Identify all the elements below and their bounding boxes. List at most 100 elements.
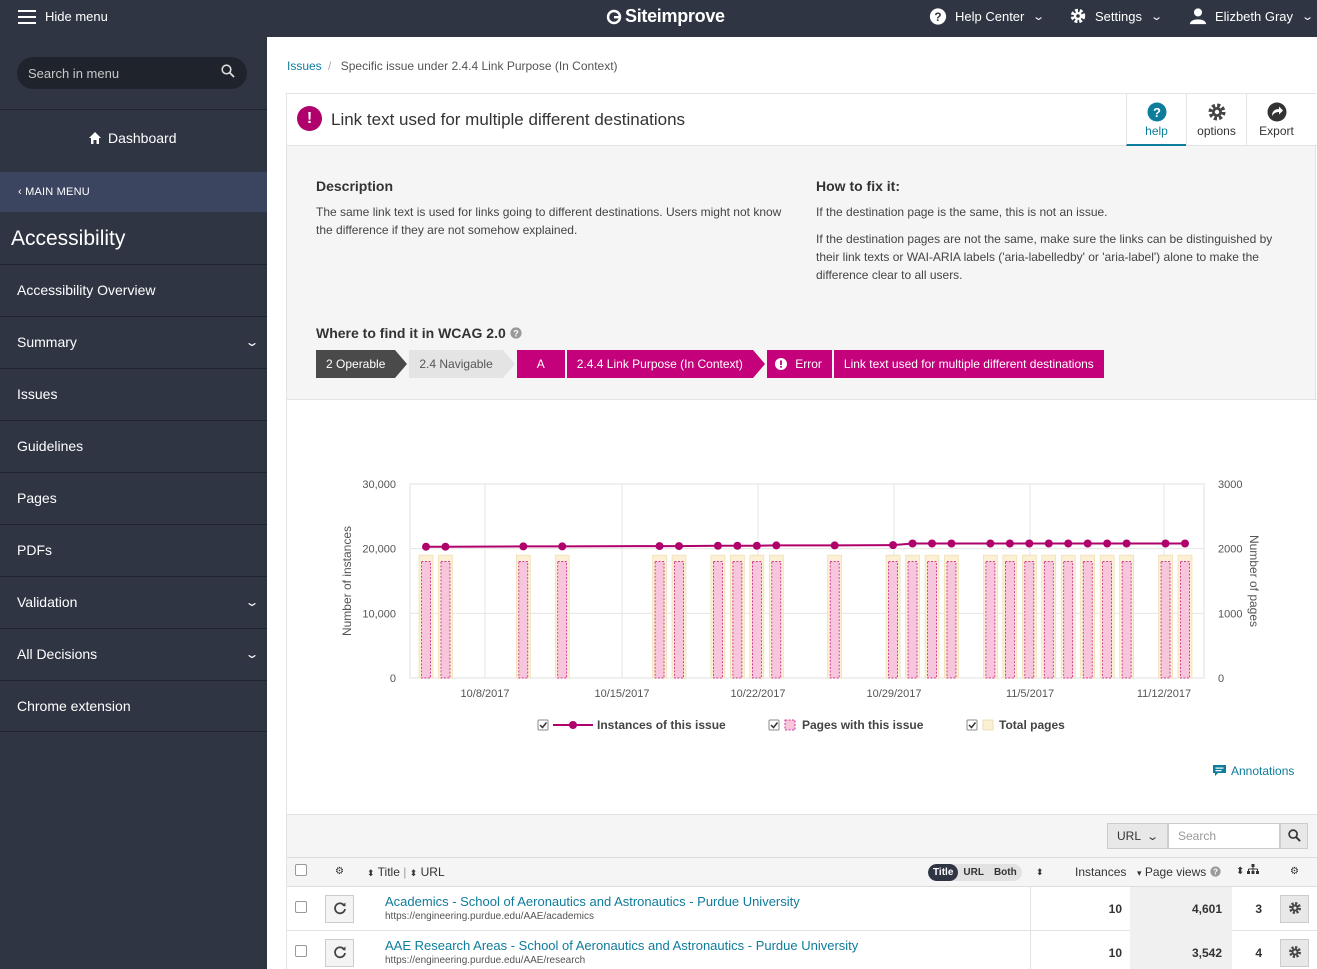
user-menu[interactable]: Elizbeth Gray ⌄ bbox=[1189, 7, 1315, 25]
table-header: ⚙ ⬍ Title | ⬍ URL Title URL Both ⬍ Insta… bbox=[287, 857, 1317, 887]
page-views-value: 4,601 bbox=[1191, 902, 1222, 916]
row-options-button[interactable] bbox=[1280, 939, 1309, 967]
sidebar-item-pdfs[interactable]: PDFs bbox=[0, 524, 267, 576]
table-row[interactable]: AAE Research Areas - School of Aeronauti… bbox=[287, 931, 1317, 969]
instances-column-header[interactable]: Instances bbox=[1075, 865, 1127, 879]
wcag-guideline[interactable]: 2.4 Navigable bbox=[409, 350, 516, 378]
sidebar-item-label: All Decisions bbox=[17, 646, 98, 662]
chevron-down-icon: ⌄ bbox=[1301, 10, 1315, 23]
page-title-link[interactable]: AAE Research Areas - School of Aeronauti… bbox=[385, 938, 859, 953]
wcag-breadcrumb: 2 Operable 2.4 Navigable A 2.4.4 Link Pu… bbox=[316, 350, 1118, 378]
page-views-column-header[interactable]: ▾ Page views ? bbox=[1137, 858, 1221, 886]
sitemap-icon bbox=[1247, 864, 1260, 874]
help-button[interactable]: ? help bbox=[1126, 94, 1186, 146]
x-tick-label: 10/22/2017 bbox=[730, 688, 785, 700]
sidebar-item-validation[interactable]: Validation ⌄ bbox=[0, 576, 267, 628]
level-value: 3 bbox=[1255, 902, 1262, 916]
url-header: URL bbox=[420, 865, 445, 879]
legend-pages-swatch bbox=[784, 719, 796, 731]
search-field-select[interactable]: URL ⌄ bbox=[1107, 823, 1168, 849]
toggle-title[interactable]: Title bbox=[928, 864, 959, 881]
sidebar-item-all-decisions[interactable]: All Decisions ⌄ bbox=[0, 628, 267, 680]
row-checkbox[interactable] bbox=[295, 945, 307, 960]
siteimprove-logo[interactable]: Siteimprove bbox=[606, 6, 725, 27]
table-row[interactable]: Academics - School of Aeronautics and As… bbox=[287, 887, 1317, 931]
instances-point bbox=[908, 539, 917, 548]
sidebar-item-chrome-extension[interactable]: Chrome extension bbox=[0, 680, 267, 732]
page-url: https://engineering.purdue.edu/AAE/acade… bbox=[385, 911, 595, 922]
refresh-icon bbox=[333, 902, 346, 915]
table-search-button[interactable] bbox=[1280, 823, 1308, 849]
title-url-toggle[interactable]: Title URL Both bbox=[928, 864, 1022, 881]
refresh-icon bbox=[333, 946, 346, 959]
instances-value: 10 bbox=[1108, 902, 1122, 916]
logo-icon bbox=[606, 9, 622, 24]
share-arrow-icon bbox=[1267, 102, 1286, 122]
toggle-both[interactable]: Both bbox=[993, 867, 1017, 878]
sidebar: Search in menu Dashboard ‹ MAIN MENU Acc… bbox=[0, 37, 267, 969]
breadcrumb-issues-link[interactable]: Issues bbox=[287, 59, 322, 73]
menu-icon bbox=[18, 9, 36, 24]
x-tick-label: 10/8/2017 bbox=[461, 688, 510, 700]
select-all-checkbox[interactable] bbox=[295, 858, 307, 886]
pages-with-issue-bar bbox=[771, 561, 782, 679]
pages-with-issue-bar bbox=[1043, 561, 1054, 679]
help-center-menu[interactable]: ? Help Center ⌄ bbox=[929, 7, 1045, 25]
toggle-url[interactable]: URL bbox=[963, 867, 984, 878]
table-search-input[interactable]: Search bbox=[1168, 823, 1280, 849]
instances-point bbox=[1064, 539, 1073, 548]
row-checkbox[interactable] bbox=[295, 901, 307, 916]
annotations-link[interactable]: Annotations bbox=[1213, 764, 1294, 778]
question-circle-icon[interactable]: ? bbox=[1209, 866, 1221, 877]
menu-search-input[interactable]: Search in menu bbox=[17, 57, 247, 89]
sidebar-item-pages[interactable]: Pages bbox=[0, 472, 267, 524]
sidebar-item-summary[interactable]: Summary ⌄ bbox=[0, 316, 267, 368]
page-url: https://engineering.purdue.edu/AAE/resea… bbox=[385, 955, 586, 966]
y2-tick-label: 2000 bbox=[1218, 544, 1242, 556]
export-button[interactable]: Export bbox=[1246, 94, 1306, 146]
page-views-value: 3,542 bbox=[1191, 946, 1222, 960]
question-circle-icon[interactable]: ? bbox=[510, 327, 522, 339]
main-menu-back[interactable]: ‹ MAIN MENU bbox=[0, 172, 267, 212]
sidebar-item-issues[interactable]: Issues bbox=[0, 368, 267, 420]
sidebar-item-guidelines[interactable]: Guidelines bbox=[0, 420, 267, 472]
recheck-button[interactable] bbox=[325, 939, 354, 967]
page-title-link[interactable]: Academics - School of Aeronautics and As… bbox=[385, 894, 800, 909]
row-options-button[interactable] bbox=[1280, 895, 1309, 923]
help-center-label: Help Center bbox=[955, 8, 1025, 24]
section-title: Accessibility bbox=[11, 227, 126, 250]
sidebar-item-label: Accessibility Overview bbox=[17, 282, 156, 298]
recheck-button[interactable] bbox=[325, 895, 354, 923]
dashboard-link[interactable]: Dashboard bbox=[88, 130, 177, 146]
user-icon bbox=[1189, 7, 1207, 25]
sort-icon[interactable]: ⬍ bbox=[1036, 867, 1044, 877]
pages-with-issue-bar bbox=[654, 561, 665, 679]
annotations-label: Annotations bbox=[1231, 764, 1295, 778]
legend-checkbox bbox=[768, 719, 780, 731]
instances-point bbox=[772, 541, 781, 550]
level-column-header[interactable]: ⬍ bbox=[1236, 858, 1260, 886]
legend-label: Instances of this issue bbox=[597, 718, 726, 732]
gear-icon: ⚙ bbox=[335, 866, 344, 877]
sidebar-item-accessibility-overview[interactable]: Accessibility Overview bbox=[0, 264, 267, 316]
sidebar-item-label: Issues bbox=[17, 386, 58, 402]
gear-icon bbox=[1288, 902, 1301, 914]
instances-point bbox=[752, 541, 761, 550]
issue-header: ! Link text used for multiple different … bbox=[287, 94, 1317, 146]
instances-point bbox=[519, 542, 528, 551]
instances-value: 10 bbox=[1108, 946, 1122, 960]
svg-text:?: ? bbox=[1213, 868, 1218, 877]
title-url-column-header[interactable]: ⬍ Title | ⬍ URL bbox=[367, 865, 445, 879]
sidebar-item-label: PDFs bbox=[17, 542, 52, 558]
wcag-success-criterion[interactable]: 2.4.4 Link Purpose (In Context) bbox=[566, 350, 765, 378]
error-icon: ! bbox=[297, 106, 322, 131]
error-type-badge: Error bbox=[766, 350, 832, 378]
hide-menu-button[interactable]: Hide menu bbox=[18, 9, 108, 24]
wcag-principle[interactable]: 2 Operable bbox=[316, 350, 408, 378]
options-button[interactable]: options bbox=[1186, 94, 1246, 146]
wcag-heading-text: Where to find it in WCAG 2.0 bbox=[316, 325, 506, 341]
instances-point bbox=[830, 541, 839, 550]
sidebar-item-label: Summary bbox=[17, 334, 77, 350]
settings-menu[interactable]: Settings ⌄ bbox=[1069, 7, 1163, 25]
pages-with-issue-bar bbox=[1121, 561, 1132, 679]
